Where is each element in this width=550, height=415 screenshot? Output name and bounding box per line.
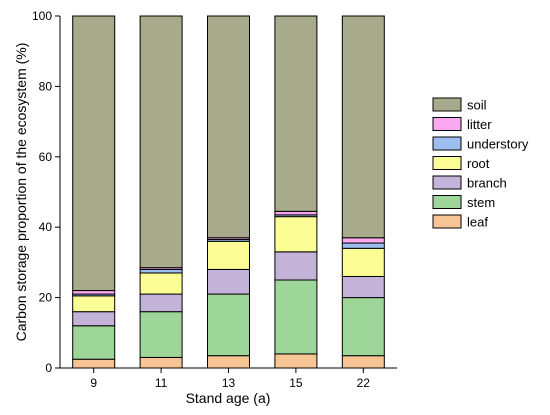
bar-understory-22 <box>341 242 385 249</box>
x-axis-title: Stand age (a) <box>186 390 271 406</box>
legend-swatch-root <box>432 156 462 170</box>
x-tick-label-22: 22 <box>357 376 371 390</box>
bar-soil-15 <box>274 15 318 212</box>
legend-label-understory: understory <box>467 137 529 152</box>
bar-stem-15 <box>274 279 318 355</box>
bar-root-15 <box>274 216 318 253</box>
x-ticks-group: 9 11 13 15 22 <box>90 368 370 390</box>
bar-soil-11 <box>139 15 183 269</box>
legend-swatch-stem <box>432 195 462 209</box>
bar-stem-11 <box>139 311 183 358</box>
bar-leaf-13 <box>207 355 250 369</box>
bar-branch-13 <box>207 268 250 295</box>
bar-stem-22 <box>341 297 385 357</box>
bar-branch-15 <box>274 251 318 281</box>
legend-swatch-understory <box>432 136 462 151</box>
x-tick-label-9: 9 <box>90 376 97 390</box>
legend: soil litter understory root branch stem leaf <box>432 97 529 230</box>
bar-stem-13 <box>207 293 250 357</box>
bar-root-13 <box>207 240 250 270</box>
y-tick-label-80: 80 <box>39 79 53 93</box>
y-tick-label-0: 0 <box>45 361 52 375</box>
legend-label-litter: litter <box>467 117 492 132</box>
bar-leaf-15 <box>274 353 318 369</box>
legend-label-branch: branch <box>467 176 507 191</box>
bar-litter-9 <box>72 290 116 295</box>
y-tick-label-100: 100 <box>32 9 52 23</box>
legend-swatch-litter <box>432 117 462 131</box>
bar-root-9 <box>72 295 116 313</box>
x-tick-label-13: 13 <box>222 376 236 390</box>
bars-group <box>72 15 385 369</box>
bar-branch-11 <box>139 293 183 313</box>
bar-leaf-22 <box>341 355 385 369</box>
y-axis-title: Carbon storage proportion of the ecosyst… <box>13 43 29 342</box>
y-ticks-group: 0 20 40 60 80 100 <box>32 9 60 375</box>
bar-leaf-11 <box>139 356 183 369</box>
y-tick-label-60: 60 <box>39 150 53 164</box>
bar-litter-15 <box>274 210 318 216</box>
bar-soil-13 <box>207 15 250 239</box>
legend-swatch-branch <box>432 175 462 190</box>
bar-leaf-9 <box>72 358 116 369</box>
bar-soil-22 <box>341 15 385 239</box>
legend-swatch-soil <box>432 97 462 112</box>
y-tick-label-40: 40 <box>39 220 53 234</box>
legend-swatch-leaf <box>432 214 462 229</box>
x-tick-label-15: 15 <box>289 376 303 390</box>
x-tick-label-11: 11 <box>155 376 168 390</box>
legend-label-leaf: leaf <box>467 215 488 230</box>
bar-root-11 <box>139 272 183 295</box>
bar-root-22 <box>341 247 385 277</box>
legend-label-stem: stem <box>467 195 495 210</box>
bar-understory-11 <box>139 268 183 274</box>
legend-label-root: root <box>467 156 490 171</box>
bar-branch-9 <box>72 311 116 327</box>
bar-stem-9 <box>72 325 116 360</box>
bar-soil-9 <box>72 15 116 292</box>
y-tick-label-20: 20 <box>39 291 53 305</box>
bar-branch-22 <box>341 275 385 299</box>
legend-label-soil: soil <box>467 98 487 113</box>
bar-litter-22 <box>341 237 385 244</box>
